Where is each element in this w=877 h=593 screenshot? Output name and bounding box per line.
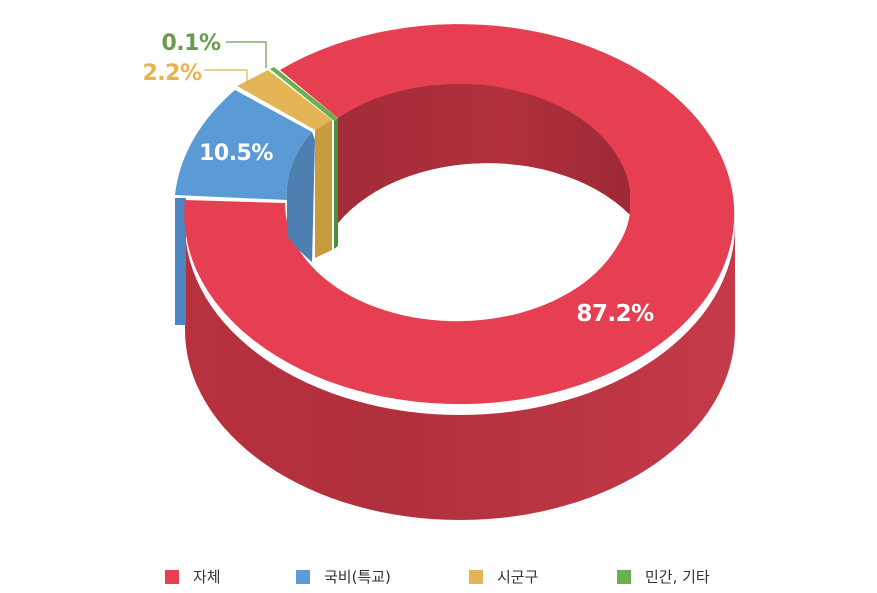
data-label-3: 0.1%	[161, 31, 220, 56]
slice-0	[184, 24, 735, 405]
leader-line-2	[204, 69, 248, 84]
legend-item-0: 자체	[165, 566, 221, 587]
slice-side-1	[175, 198, 186, 325]
legend-swatch-2	[469, 569, 483, 584]
slice-inner-wall-3	[334, 118, 338, 249]
slice-inner-wall-1	[286, 132, 315, 262]
legend-label-3: 민간, 기타	[645, 568, 710, 586]
slice-side-0	[185, 225, 735, 520]
leader-line-3	[226, 41, 267, 68]
legend-swatch-0	[165, 569, 179, 584]
slice-inner-wall-2	[315, 120, 332, 258]
legend-item-1: 국비(특교)	[296, 566, 391, 587]
donut-hole	[320, 163, 630, 311]
legend-label-1: 국비(특교)	[324, 568, 391, 586]
slice-2	[237, 70, 332, 130]
slice-3	[270, 67, 338, 121]
legend-label-2: 시군구	[497, 568, 539, 586]
legend-item-3: 민간, 기타	[617, 566, 710, 587]
chart-legend: 자체 국비(특교) 시군구 민간, 기타	[0, 560, 877, 590]
legend-label-0: 자체	[193, 568, 221, 586]
data-label-0: 87.2%	[576, 301, 654, 327]
legend-swatch-3	[617, 569, 631, 584]
slice-1	[175, 90, 312, 200]
data-label-1: 10.5%	[199, 141, 273, 166]
legend-item-2: 시군구	[469, 566, 538, 587]
data-label-2: 2.2%	[142, 61, 201, 86]
slice-inner-wall-0	[320, 83, 630, 256]
legend-swatch-1	[296, 569, 310, 584]
